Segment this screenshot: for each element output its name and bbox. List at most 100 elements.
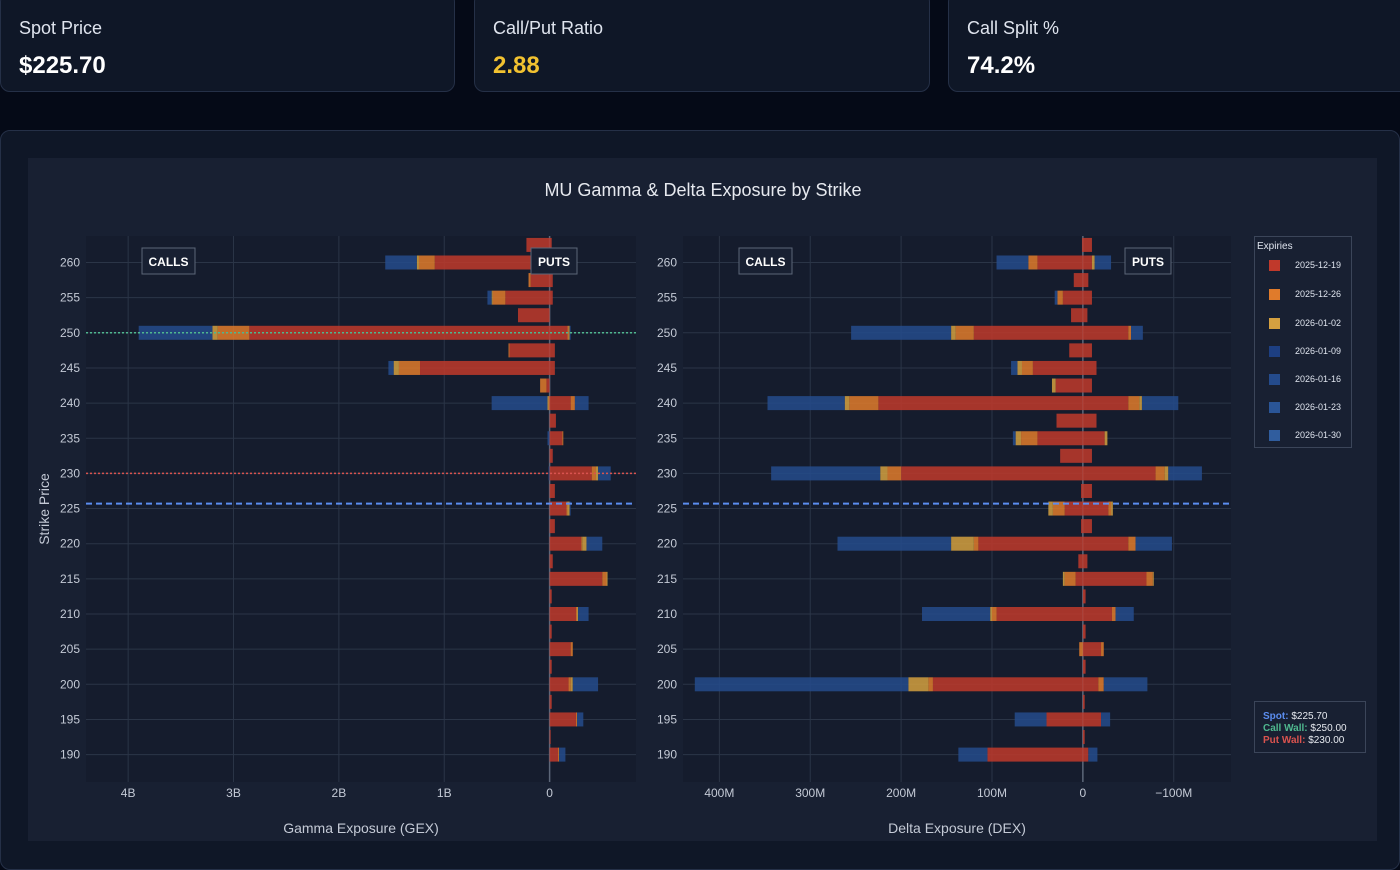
bar-segment (418, 255, 435, 270)
bar-segment (1073, 273, 1083, 288)
bar-segment (393, 360, 399, 375)
bar-segment (509, 343, 550, 358)
bar-segment (549, 273, 553, 288)
bar-segment (570, 677, 573, 692)
bar-segment (1078, 554, 1083, 569)
bar-segment (1091, 255, 1095, 270)
bar-segment (549, 747, 559, 762)
bar-segment (602, 571, 607, 586)
bar-segment (694, 677, 909, 692)
put-wall-label: Put Wall: (1263, 735, 1306, 746)
expiries-legend[interactable]: Expiries 2025-12-19 2025-12-26 2026-01-0… (1254, 236, 1352, 448)
gex-plot: 4B 3B 2B 1B 0 CALLS PUTS Gamma Exposure (GEX) (86, 236, 636, 836)
legend-swatch (1269, 259, 1280, 271)
dex-tick-label: 300M (795, 786, 825, 800)
call-put-ratio-label: Call/Put Ratio (493, 18, 604, 38)
bar-segment (1064, 501, 1083, 516)
legend-item[interactable]: 2025-12-19 (1269, 259, 1341, 271)
bar-segment (549, 448, 553, 463)
bar-segment (880, 466, 888, 481)
bar-segment (1082, 571, 1147, 586)
spot-level-value: $225.70 (1291, 711, 1328, 722)
bar-segment (1082, 431, 1105, 446)
legend-item[interactable]: 2026-01-02 (1269, 317, 1341, 329)
annotation-box (530, 247, 578, 275)
bar-segment (549, 413, 556, 428)
bar-segment (1032, 360, 1083, 375)
y-tick-label: 190 (60, 748, 80, 762)
y-tick-label: 210 (60, 607, 80, 621)
bar-segment (568, 325, 570, 340)
y-tick-label: 210 (657, 607, 677, 621)
bar-segment (1075, 571, 1083, 586)
legend-item[interactable]: 2026-01-30 (1269, 429, 1341, 441)
bar-segment (549, 554, 553, 569)
legend-item[interactable]: 2026-01-16 (1269, 373, 1341, 385)
bar-segment (591, 466, 596, 481)
y-tick-label: 245 (657, 361, 677, 375)
bar-segment (1115, 607, 1134, 621)
bar-segment (491, 290, 493, 305)
call-split-card: Call Split % 74.2% (948, 0, 1400, 92)
legend-label: 2026-01-02 (1295, 318, 1342, 328)
bar-segment (1081, 483, 1083, 498)
bar-segment (606, 571, 608, 586)
call-split-label: Call Split % (967, 18, 1060, 38)
bar-segment (1062, 571, 1065, 586)
annotation-box (141, 247, 196, 275)
bar-segment (1082, 607, 1112, 621)
bar-segment (549, 589, 552, 604)
bar-segment (558, 747, 560, 762)
legend-item[interactable]: 2026-01-23 (1269, 401, 1341, 413)
dex-tick-label: 200M (886, 786, 916, 800)
calls-annotation: CALLS (149, 255, 189, 269)
bar-segment (549, 571, 603, 586)
bar-segment (568, 677, 571, 692)
bar-segment (771, 466, 881, 481)
y-tick-label: 195 (657, 712, 677, 726)
bar-segment (851, 325, 952, 340)
bar-segment (1014, 712, 1047, 727)
bar-segment (1081, 519, 1083, 534)
bar-segment (548, 466, 550, 481)
bar-segment (1168, 466, 1202, 481)
bar-segment (1146, 571, 1153, 586)
y-tick-label: 200 (657, 677, 677, 691)
bar-segment (932, 677, 1083, 692)
bar-segment (1054, 290, 1058, 305)
puts-annotation: PUTS (1132, 255, 1164, 269)
y-tick-label: 225 (60, 502, 80, 516)
bar-segment (1021, 360, 1033, 375)
call-wall-row: Call Wall: $250.00 (1263, 723, 1365, 735)
bar-segment (574, 396, 589, 411)
bar-segment (844, 396, 850, 411)
chart-title: MU Gamma & Delta Exposure by Strike (544, 180, 861, 200)
bar-segment (546, 378, 550, 393)
spot-level-row: Spot: $225.70 (1263, 711, 1365, 723)
legend-item[interactable]: 2026-01-09 (1269, 345, 1341, 357)
bar-segment (837, 536, 952, 551)
bar-segment (549, 607, 576, 621)
y-tick-label: 255 (657, 291, 677, 305)
call-wall-value: $250.00 (1310, 723, 1347, 734)
bar-segment (922, 607, 991, 621)
bar-segment (1071, 308, 1083, 323)
bar-segment (1111, 501, 1113, 516)
bar-segment (492, 290, 506, 305)
legend-label: 2026-01-30 (1295, 430, 1342, 440)
y-tick-label: 250 (60, 326, 80, 340)
bar-segment (1046, 712, 1083, 727)
bar-segment (958, 747, 988, 762)
exposure-chart[interactable]: MU Gamma & Delta Exposure by Strike Strik… (0, 0, 1400, 851)
bar-segment (1011, 360, 1018, 375)
gex-x-axis-label: Gamma Exposure (GEX) (283, 820, 439, 836)
y-tick-label: 205 (60, 642, 80, 656)
y-tick-label: 240 (60, 396, 80, 410)
bar-segment (569, 501, 571, 516)
bar-segment (388, 360, 394, 375)
bar-segment (578, 607, 589, 621)
y-tick-label: 220 (657, 537, 677, 551)
bar-segment (549, 624, 552, 639)
legend-item[interactable]: 2025-12-26 (1269, 288, 1341, 300)
dex-tick-label: 0 (1080, 786, 1087, 800)
